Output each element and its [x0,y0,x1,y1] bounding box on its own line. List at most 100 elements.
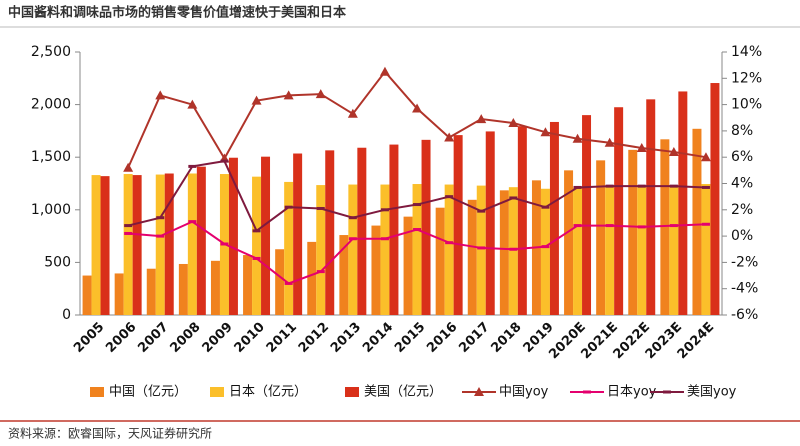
line-marker [220,242,229,246]
line-marker [347,108,358,118]
y2-tick-label: 2% [731,202,753,218]
bar [146,268,156,315]
line-marker [541,205,550,209]
line-marker [251,95,262,105]
bar [380,184,390,315]
bar [178,263,188,315]
source-note: 资料来源：欧睿国际，天风证券研究所 [8,426,212,441]
line-marker [380,208,389,212]
line-marker [701,222,710,226]
bar [132,175,142,315]
bar [669,185,679,315]
line-marker [637,225,646,229]
y-tick-label: 0 [62,307,71,323]
bar [82,275,92,315]
line-marker [477,209,486,213]
y2-tick-label: 14% [731,44,762,60]
bar [485,131,495,315]
bar [444,184,454,315]
line-marker [541,245,550,249]
line-marker [284,205,293,209]
bar [614,107,624,315]
legend-swatch [90,387,104,397]
bar [100,176,110,315]
bar [421,139,431,315]
bar [435,207,445,315]
line-marker [413,203,422,207]
bar [403,216,413,315]
bar [275,249,285,315]
line-marker [283,90,294,100]
bar [91,175,101,315]
bar [678,91,688,315]
x-tick-label: 2011 [264,320,300,356]
legend-label: 美国（亿元） [364,385,442,400]
line-marker [315,89,326,99]
bar [549,121,559,315]
bar [284,181,294,315]
bar [357,147,367,315]
x-tick-label: 2007 [135,320,171,356]
line-marker [572,133,583,143]
x-tick-label: 2015 [392,320,428,356]
bar [412,184,422,315]
legend-label: 中国（亿元） [109,385,187,400]
bar [596,160,606,315]
x-tick-label: 2006 [103,320,139,356]
line-marker [348,237,357,241]
line-marker [508,118,519,128]
line-marker [380,237,389,241]
bar [701,184,711,315]
y-tick-label: 1,000 [31,202,71,218]
legend-marker [663,390,671,394]
bar [371,225,381,315]
bar [123,174,133,315]
y2-tick-label: 8% [731,123,753,139]
bar [307,241,317,315]
line-marker [476,114,487,124]
line-marker [187,99,198,109]
y-tick-label: 2,500 [31,44,71,60]
x-tick-label: 2014 [360,320,396,356]
bar [293,153,303,315]
bar [187,173,197,315]
bar [710,83,720,315]
line-marker [477,246,486,250]
y-tick-label: 500 [44,254,71,270]
line-marker [573,224,582,228]
y2-tick-label: -4% [731,281,758,297]
legend-swatch [345,387,359,397]
y2-tick-label: 0% [731,228,753,244]
y-tick-label: 1,500 [31,149,71,165]
bar [261,156,271,315]
line-marker [668,146,679,156]
y2-tick-label: 4% [731,176,753,192]
bar [646,99,656,315]
bar [210,260,220,315]
bar [499,190,509,315]
x-tick-label: 2024E [675,320,717,362]
line-marker [124,224,133,228]
line-marker [636,142,647,152]
bar [476,185,486,315]
bar [637,186,647,315]
x-tick-label: 2009 [200,320,236,356]
bar [540,188,550,315]
line-marker [604,137,615,147]
y2-tick-label: -2% [731,254,758,270]
line-marker [188,164,197,168]
line-marker [124,231,133,235]
line-marker [316,270,325,274]
bar [252,176,262,315]
bar [114,273,124,315]
line-marker [509,247,518,251]
x-tick-label: 2012 [296,320,332,356]
line-marker [573,185,582,189]
bar [467,199,477,315]
bar [573,187,583,315]
line-marker [509,196,518,200]
bar [692,128,702,315]
legend-label: 日本yoy [607,385,657,400]
x-tick-label: 2016 [424,320,460,356]
